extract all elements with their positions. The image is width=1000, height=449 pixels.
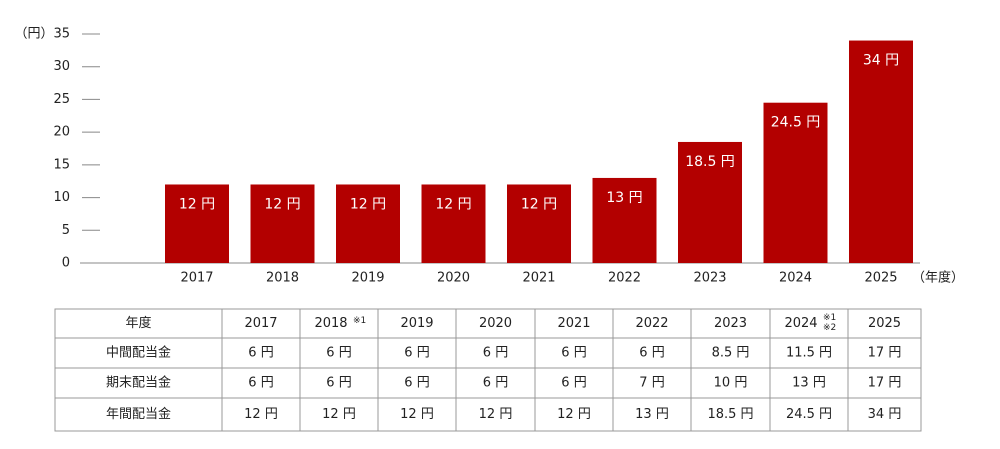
table-cell: 6 円	[483, 376, 508, 391]
bar	[421, 184, 486, 263]
value-label: 34 円	[863, 53, 899, 69]
table-frame	[54, 308, 922, 432]
y-tick-label: 0	[62, 256, 70, 271]
y-tick-label: 15	[53, 157, 70, 172]
table-header-cell: 2017	[244, 316, 277, 331]
table-cell: 6 円	[483, 346, 508, 361]
table-cell: 12 円	[244, 407, 278, 422]
y-tick-label: 35	[53, 27, 70, 42]
x-tick-label: 2020	[437, 271, 470, 286]
table-cell: 8.5 円	[712, 346, 750, 361]
x-tick-label: 2022	[608, 271, 641, 286]
table-cell: 12 円	[322, 407, 356, 422]
y-tick-label: 25	[53, 92, 70, 107]
x-tick-label: 2019	[351, 271, 384, 286]
table-cell: 12 円	[400, 407, 434, 422]
table-cell: 24.5 円	[786, 407, 832, 422]
table-cell: 12 円	[557, 407, 591, 422]
table-cell: 6 円	[326, 346, 351, 361]
value-label: 12 円	[350, 196, 386, 212]
table-cell: 中間配当金	[106, 345, 171, 361]
value-label: 18.5 円	[685, 154, 735, 170]
table-cell: 11.5 円	[786, 346, 832, 361]
x-tick-label: 2021	[522, 271, 555, 286]
table-cell: 13 円	[635, 407, 669, 422]
x-tick-label: 2023	[693, 271, 726, 286]
table-note: ※2	[823, 323, 836, 333]
bar	[336, 184, 400, 263]
bar	[592, 177, 657, 263]
value-label: 12 円	[435, 196, 471, 212]
value-label: 12 円	[264, 196, 300, 212]
table-cell: 6 円	[248, 376, 273, 391]
table-cell: 17 円	[868, 346, 902, 361]
table-cell: 17 円	[868, 376, 902, 391]
y-tick-label: 20	[53, 125, 70, 140]
table-cell: 34 円	[868, 407, 902, 422]
y-axis-label: （円）	[14, 27, 53, 42]
value-label: 12 円	[179, 196, 215, 212]
y-tick-label: 5	[62, 223, 70, 238]
table-header-cell: 2023	[714, 316, 747, 331]
table-cell: 6 円	[561, 376, 586, 391]
table-header-cell: 2019	[400, 316, 433, 331]
bar	[507, 184, 571, 263]
table-cell: 6 円	[639, 346, 664, 361]
table-note: ※1	[823, 313, 836, 323]
table-cell: 13 円	[792, 376, 826, 391]
x-tick-label: 2018	[266, 271, 299, 286]
table-cell: 7 円	[639, 376, 664, 391]
table-header-cell: 2018	[314, 316, 347, 331]
value-label: 12 円	[521, 196, 557, 212]
table-header-cell: 2020	[479, 316, 512, 331]
table-header-cell: 2021	[557, 316, 590, 331]
table-note: ※1	[353, 316, 366, 326]
table-cell: 12 円	[479, 407, 513, 422]
value-label: 13 円	[606, 190, 642, 206]
x-tick-label: 2025	[864, 271, 897, 286]
table-header-cell: 2022	[635, 316, 668, 331]
table-cell: 6 円	[326, 376, 351, 391]
table-cell: 6 円	[404, 376, 429, 391]
table-header-cell: 2025	[868, 316, 901, 331]
x-tick-label: 2024	[779, 271, 812, 286]
table-cell: 18.5 円	[707, 407, 753, 422]
table-header-cell: 年度	[125, 315, 151, 331]
table-cell: 6 円	[248, 346, 273, 361]
bar	[849, 40, 913, 263]
x-axis-label: （年度）	[912, 270, 964, 286]
table-cell: 10 円	[714, 376, 748, 391]
x-tick-label: 2017	[180, 271, 213, 286]
y-tick-label: 10	[53, 190, 70, 205]
bar	[763, 102, 828, 263]
table-cell: 6 円	[561, 346, 586, 361]
y-tick-label: 30	[53, 59, 70, 74]
value-label: 24.5 円	[771, 115, 821, 131]
table-cell: 年間配当金	[106, 406, 171, 422]
bar	[678, 141, 742, 263]
table-cell: 6 円	[404, 346, 429, 361]
table-cell: 期末配当金	[106, 375, 171, 391]
table-header-cell: 2024	[784, 316, 817, 331]
bar	[165, 184, 229, 263]
bar	[250, 184, 315, 263]
